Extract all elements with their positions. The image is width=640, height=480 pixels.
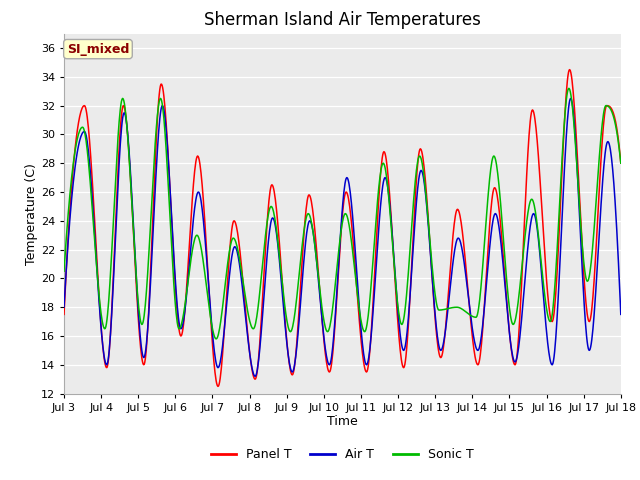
X-axis label: Time: Time	[327, 415, 358, 429]
Y-axis label: Temperature (C): Temperature (C)	[25, 163, 38, 264]
Title: Sherman Island Air Temperatures: Sherman Island Air Temperatures	[204, 11, 481, 29]
Text: SI_mixed: SI_mixed	[67, 43, 129, 56]
Legend: Panel T, Air T, Sonic T: Panel T, Air T, Sonic T	[206, 443, 479, 466]
